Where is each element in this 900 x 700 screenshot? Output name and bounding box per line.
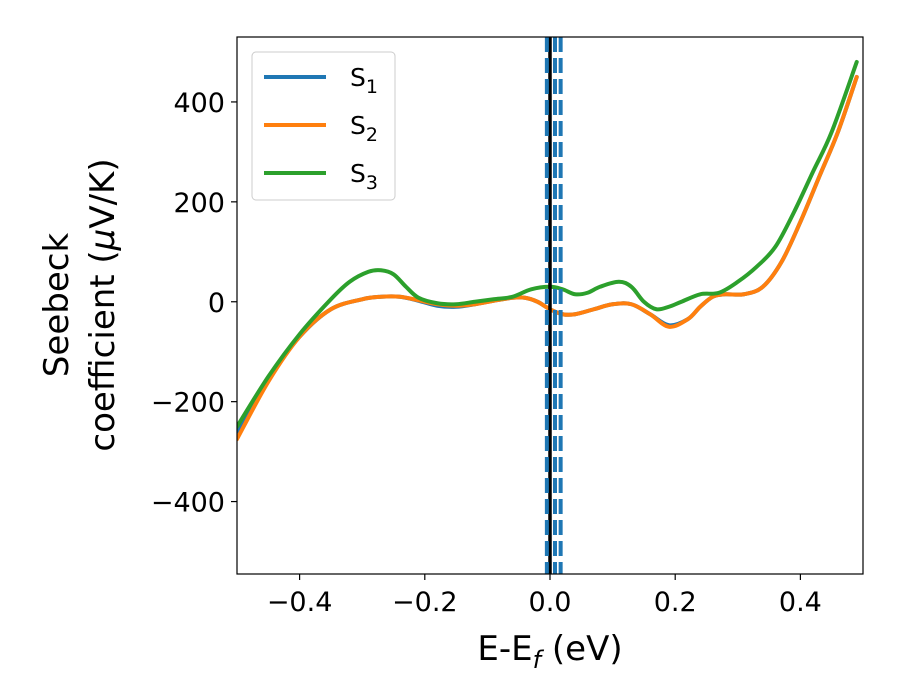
y-tick-label: −200 [151,388,225,419]
y-axis-label-line2: coefficient (μV/K) [83,158,123,451]
series-line-s2 [237,74,859,442]
x-tick-label: 0.2 [654,587,697,618]
x-tick-label: 0.4 [779,587,822,618]
x-tick-label: 0.0 [529,587,572,618]
y-axis-label-prefix: coefficient ( [83,250,123,451]
x-axis-label-unit: (eV) [541,629,623,669]
x-axis-label-main: E-E [477,629,532,669]
legend: S1 S2 S3 [251,51,396,201]
y-tick-label: 200 [173,188,225,219]
legend-label-s3: S3 [350,159,378,194]
legend-label-s1: S1 [350,63,378,98]
y-tick-label: 400 [173,88,225,119]
x-tick-label: −0.4 [267,587,333,618]
y-axis-ticks: −400 −200 0 200 400 [151,88,237,519]
series-line-s3 [237,59,859,429]
y-axis-label-suffix: V/K) [83,158,123,228]
series-lines [237,59,859,442]
y-axis-label-mu: μ [83,229,123,252]
legend-entries: S1 S2 S3 [264,63,378,194]
y-axis-label: Seebeck coefficient (μV/K) [37,158,123,451]
x-axis-label: E-Ef (eV) [477,629,622,674]
legend-label-s2: S2 [350,111,378,146]
y-tick-label: 0 [208,288,225,319]
y-axis-label-line1: Seebeck [37,233,77,378]
x-axis-ticks: −0.4 −0.2 0.0 0.2 0.4 [267,574,822,618]
y-tick-label: −400 [151,488,225,519]
x-tick-label: −0.2 [392,587,458,618]
fermi-lines [544,37,563,574]
